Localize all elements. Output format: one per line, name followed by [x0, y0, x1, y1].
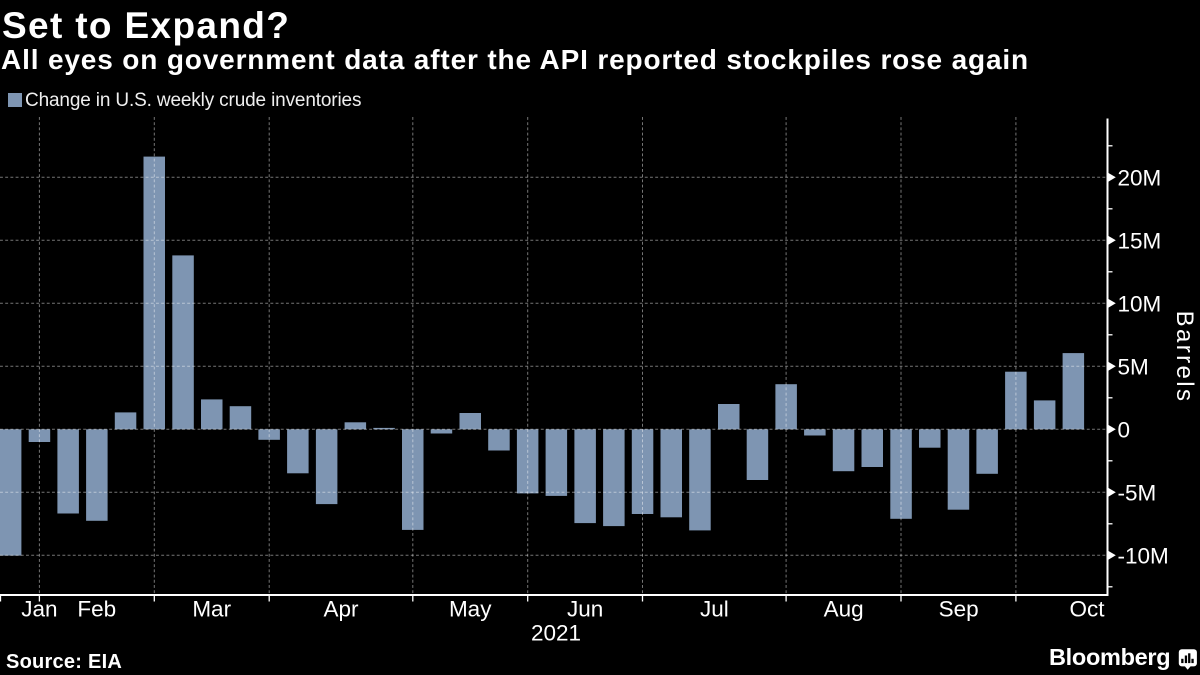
svg-text:Feb: Feb — [77, 597, 116, 622]
svg-text:5M: 5M — [1118, 354, 1149, 379]
svg-text:Sep: Sep — [939, 597, 979, 622]
svg-text:Oct: Oct — [1069, 597, 1105, 622]
svg-text:Jul: Jul — [700, 597, 729, 622]
svg-text:0: 0 — [1118, 417, 1131, 442]
svg-text:-10M: -10M — [1118, 543, 1169, 568]
svg-text:2021: 2021 — [531, 621, 581, 646]
svg-text:-5M: -5M — [1118, 480, 1157, 505]
svg-text:20M: 20M — [1118, 165, 1162, 190]
svg-text:Jan: Jan — [21, 597, 57, 622]
svg-text:10M: 10M — [1118, 291, 1162, 316]
svg-text:Aug: Aug — [824, 597, 864, 622]
svg-text:Apr: Apr — [323, 597, 359, 622]
svg-text:Barrels: Barrels — [1171, 311, 1198, 404]
svg-text:Mar: Mar — [192, 597, 231, 622]
svg-text:15M: 15M — [1118, 228, 1162, 253]
svg-text:Jun: Jun — [567, 597, 603, 622]
svg-text:May: May — [449, 597, 492, 622]
